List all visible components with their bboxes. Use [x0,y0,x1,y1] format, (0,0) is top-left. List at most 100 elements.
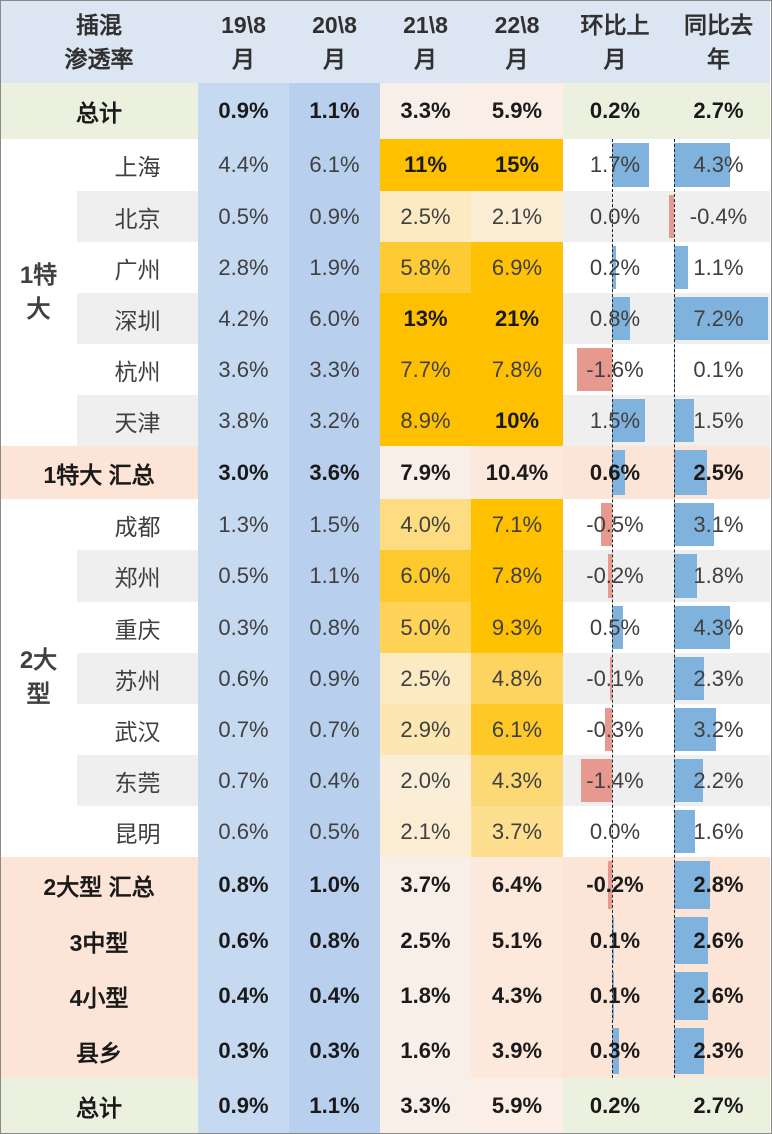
yoy-text: 3.1% [693,511,744,537]
mom-cell: 0.2% [563,83,667,139]
yoy-cell: 2.6% [667,913,770,968]
row-label: 1特大 汇总 [0,446,198,499]
value-text: 0.9% [309,665,360,691]
row-label: 昆明 [77,806,198,857]
row-label: 北京 [77,191,198,242]
yoy-text: 2.6% [693,983,744,1008]
value-text: 0.6% [218,927,269,953]
mom-bar [612,450,626,495]
value-cell: 4.0% [380,499,471,550]
value-cell: 0.9% [198,1078,289,1134]
value-text: 6.0% [400,563,451,588]
yoy-text: 2.2% [693,767,744,793]
value-text: 0.6% [218,665,269,691]
mom-bar [612,1028,619,1074]
value-cell: 7.8% [471,344,563,395]
mom-cell: -0.3% [563,704,667,755]
value-text: 0.5% [309,818,360,844]
value-cell: 2.8% [198,242,289,293]
mom-bar [607,861,612,909]
value-cell: 0.7% [198,704,289,755]
value-text: 3.6% [309,459,360,485]
value-cell: 3.2% [289,395,380,446]
value-cell: 2.1% [471,191,563,242]
yoy-cell: 1.6% [667,806,770,857]
yoy-text: 3.2% [693,716,744,742]
value-text: 5.9% [491,1093,543,1118]
value-text: 7.8% [491,356,543,382]
value-text: 2.8% [218,254,269,280]
yoy-cell: 2.7% [667,1078,770,1134]
yoy-cell: 1.1% [667,242,770,293]
value-cell: 1.3% [198,499,289,550]
yoy-text: 1.5% [693,407,744,433]
value-text: 7.1% [491,511,543,537]
mom-cell: 0.2% [563,1078,667,1134]
column-header: 22\8 月 [471,0,563,83]
mom-bar [605,708,612,751]
value-text: 8.9% [400,407,451,433]
value-cell: 7.9% [380,446,471,499]
value-cell: 1.6% [380,1024,471,1078]
value-cell: 3.0% [198,446,289,499]
value-cell: 10.4% [471,446,563,499]
row-label: 东莞 [77,755,198,806]
column-header: 21\8 月 [380,0,471,83]
row-label: 重庆 [77,602,198,653]
value-text: 1.3% [218,511,269,537]
mom-bar [609,657,612,700]
value-cell: 4.3% [471,968,563,1024]
yoy-bar [674,657,704,700]
value-cell: 4.3% [471,755,563,806]
value-text: 4.2% [218,305,269,331]
value-cell: 0.6% [198,653,289,704]
row-label: 杭州 [77,344,198,395]
value-cell: 7.7% [380,344,471,395]
yoy-bar [674,554,698,598]
value-cell: 3.3% [380,83,471,139]
mom-bar [612,917,615,964]
mom-bar [612,143,650,187]
value-text: 7.8% [491,563,543,588]
mom-axis-line [612,139,613,1078]
mom-text: 0.6% [589,459,641,485]
value-text: 6.1% [309,152,360,177]
value-cell: 3.6% [198,344,289,395]
mom-cell: -0.5% [563,499,667,550]
yoy-text: 2.8% [693,872,744,897]
mom-bar [612,297,630,340]
mom-text: 0.3% [589,1038,641,1063]
group-label: 1特 大 [0,139,77,446]
yoy-bar [674,246,689,289]
value-text: 3.0% [218,459,269,485]
yoy-bar [674,399,694,442]
value-text: 0.9% [218,1093,269,1118]
yoy-bar [674,861,711,909]
value-text: 5.1% [491,927,543,953]
mom-text: 0.8% [589,305,641,331]
value-cell: 0.3% [198,602,289,653]
value-text: 0.9% [309,203,360,229]
value-text: 15% [494,152,540,177]
mom-cell: 0.1% [563,913,667,968]
value-text: 2.0% [400,767,451,793]
yoy-bar [674,503,715,546]
yoy-text: 1.1% [693,254,744,280]
value-cell: 15% [471,139,563,191]
row-label: 武汉 [77,704,198,755]
yoy-text: 4.3% [693,614,744,640]
value-text: 7.7% [400,356,451,382]
row-label: 广州 [77,242,198,293]
value-text: 5.8% [400,254,451,280]
yoy-bar [674,450,707,495]
value-cell: 6.0% [380,550,471,602]
value-cell: 3.7% [380,857,471,913]
value-cell: 11% [380,139,471,191]
mom-cell: 0.5% [563,602,667,653]
mom-text: -1.4% [586,767,644,793]
value-cell: 3.3% [380,1078,471,1134]
yoy-bar [674,917,708,964]
value-cell: 0.8% [198,857,289,913]
mom-text: -0.1% [586,665,644,691]
value-cell: 3.3% [289,344,380,395]
